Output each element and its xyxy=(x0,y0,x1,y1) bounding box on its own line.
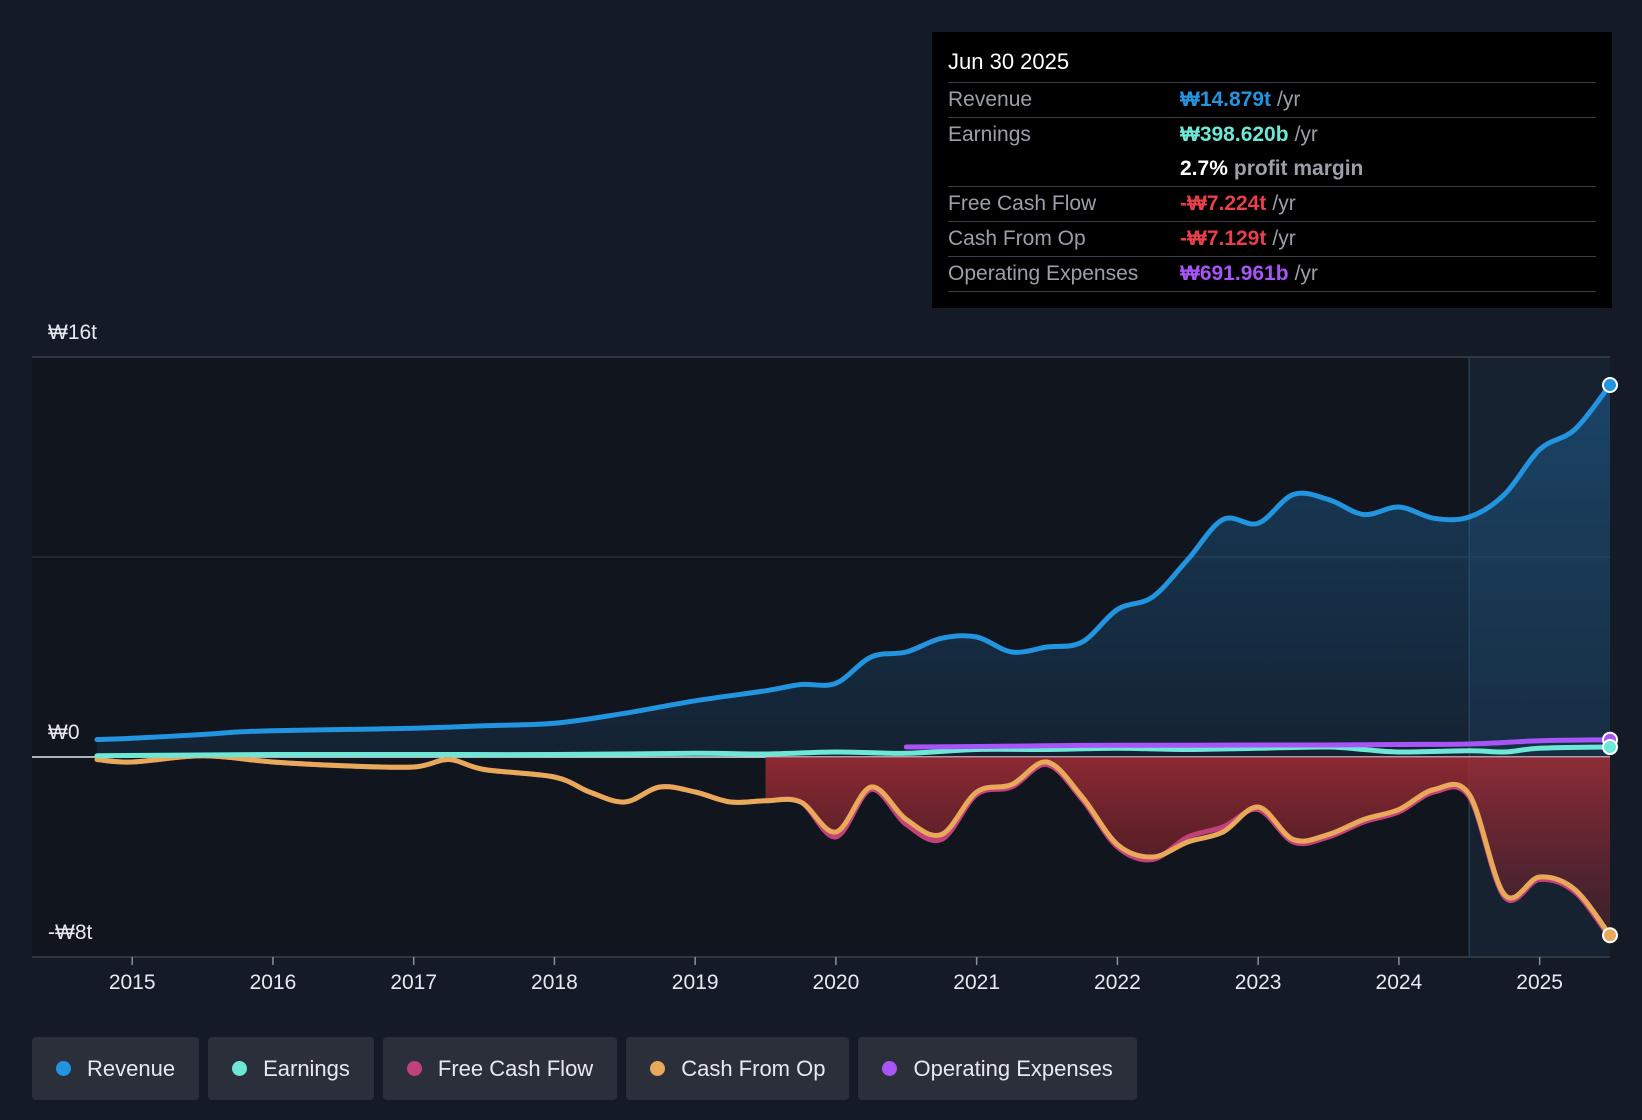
y-axis-label: ₩16t xyxy=(48,321,97,344)
legend-dot-icon xyxy=(232,1061,248,1076)
tooltip-label: Cash From Op xyxy=(948,227,1086,250)
tooltip-value: ₩398.620b xyxy=(1180,123,1289,146)
tooltip-label: Free Cash Flow xyxy=(948,192,1097,215)
tooltip-row-profit-margin: 2.7% profit margin xyxy=(948,152,1596,186)
legend-item-cash-from-op[interactable]: Cash From Op xyxy=(626,1037,850,1100)
legend-item-operating-expenses[interactable]: Operating Expenses xyxy=(858,1037,1137,1100)
revenue-endpoint xyxy=(1602,377,1618,394)
x-axis-label: 2016 xyxy=(250,971,297,994)
tooltip-unit: profit margin xyxy=(1233,157,1364,180)
tooltip-value: ₩691.961b xyxy=(1180,262,1289,285)
x-axis-label: 2018 xyxy=(531,971,578,994)
tooltip-label: Operating Expenses xyxy=(948,262,1139,285)
free-cash-flow-area xyxy=(765,757,1610,938)
tooltip-label: Revenue xyxy=(948,88,1033,111)
x-axis-label: 2021 xyxy=(953,971,1000,994)
legend-item-free-cash-flow[interactable]: Free Cash Flow xyxy=(382,1037,618,1100)
x-axis-label: 2025 xyxy=(1516,971,1563,994)
tooltip-unit: /yr xyxy=(1272,227,1296,250)
earnings-endpoint xyxy=(1602,739,1618,756)
tooltip-row-earnings: Earnings ₩398.620b /yr xyxy=(948,117,1596,152)
revenue-line xyxy=(94,382,1613,742)
series-areas xyxy=(97,385,1610,938)
tooltip-value: ₩14.879t xyxy=(1180,88,1272,111)
legend-item-earnings[interactable]: Earnings xyxy=(208,1037,374,1100)
tooltip-unit: /yr xyxy=(1272,192,1296,215)
legend-label: Revenue xyxy=(87,1055,176,1081)
y-axis-labels: ₩16t ₩0 -₩8t xyxy=(48,321,97,944)
x-axis-ticks: 2015 2016 2017 2018 2019 2020 2021 2022 2023 2024… xyxy=(109,957,1563,994)
legend-dot-icon xyxy=(406,1061,422,1076)
legend: Revenue Earnings Free Cash Flow Cash Fro… xyxy=(32,1037,1137,1100)
y-axis-label: ₩0 xyxy=(48,721,80,744)
cash-from-op-line xyxy=(94,753,1613,938)
operating-expenses-line xyxy=(903,737,1613,750)
x-axis-label: 2019 xyxy=(672,971,719,994)
x-axis-label: 2015 xyxy=(109,971,156,994)
legend-label: Cash From Op xyxy=(681,1055,826,1081)
tooltip-row-operating-expenses: Operating Expenses ₩691.961b /yr xyxy=(948,256,1596,292)
x-axis-label: 2017 xyxy=(390,971,437,994)
x-axis-label: 2020 xyxy=(813,971,860,994)
x-axis-label: 2022 xyxy=(1094,971,1141,994)
legend-label: Earnings xyxy=(263,1055,350,1081)
legend-item-revenue[interactable]: Revenue xyxy=(32,1037,200,1100)
revenue-area xyxy=(97,385,1610,757)
tooltip-label: Earnings xyxy=(948,123,1031,146)
tooltip-panel: Jun 30 2025 Revenue ₩14.879t /yr Earning… xyxy=(932,32,1612,308)
legend-dot-icon xyxy=(882,1061,898,1076)
tooltip-unit: /yr xyxy=(1294,123,1318,146)
earnings-line xyxy=(94,744,1613,759)
x-axis-label: 2023 xyxy=(1235,971,1282,994)
series-lines xyxy=(94,382,1613,941)
legend-label: Operating Expenses xyxy=(913,1055,1113,1081)
series-endpoints xyxy=(1602,377,1618,944)
x-axis-label: 2024 xyxy=(1376,971,1423,994)
legend-dot-icon xyxy=(650,1061,666,1076)
tooltip-value: -₩7.224t xyxy=(1180,192,1267,215)
tooltip-value: -₩7.129t xyxy=(1180,227,1267,250)
legend-dot-icon xyxy=(56,1061,71,1076)
tooltip-date: Jun 30 2025 xyxy=(948,49,1070,74)
y-axis-label: -₩8t xyxy=(48,921,92,944)
tooltip-unit: /yr xyxy=(1277,88,1301,111)
tooltip-unit: /yr xyxy=(1294,262,1318,285)
cash-from-op-endpoint xyxy=(1602,927,1618,944)
tooltip-row-cash-from-op: Cash From Op -₩7.129t /yr xyxy=(948,221,1596,256)
tooltip-row-revenue: Revenue ₩14.879t /yr xyxy=(948,82,1596,117)
legend-label: Free Cash Flow xyxy=(437,1055,594,1081)
tooltip-row-free-cash-flow: Free Cash Flow -₩7.224t /yr xyxy=(948,186,1596,221)
tooltip-value: 2.7% xyxy=(1180,157,1228,180)
